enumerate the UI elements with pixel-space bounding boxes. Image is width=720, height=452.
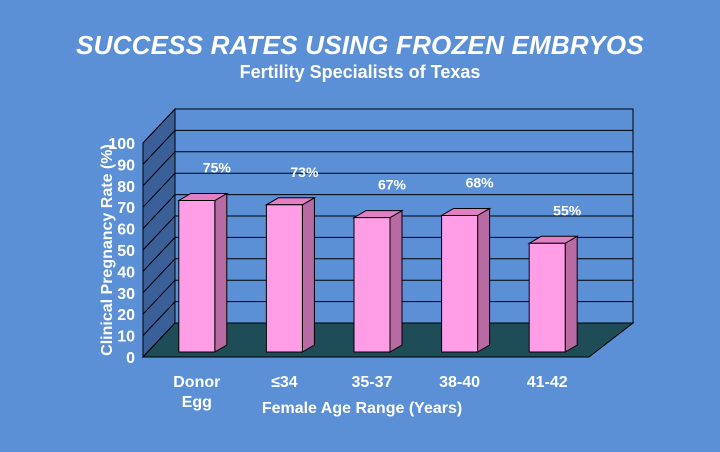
gridline (142, 172, 633, 208)
bar-side (564, 235, 578, 353)
y-tick-label: 10 (117, 329, 135, 346)
gridline (142, 108, 633, 144)
data-label: 67% (378, 177, 407, 193)
bar (441, 214, 479, 353)
x-tick-label: 38-40 (439, 374, 480, 391)
y-tick-label: 80 (117, 179, 135, 196)
gridline (142, 194, 633, 229)
x-tick-label: ≤34 (271, 374, 298, 391)
x-tick-label: 35-37 (352, 374, 393, 391)
data-label: 75% (203, 160, 232, 176)
bar (265, 204, 303, 353)
y-axis-label: Clinical Pregnancy Rate (%) (99, 144, 116, 356)
chart-title: SUCCESS RATES USING FROZEN EMBRYOS (76, 30, 644, 60)
y-tick-label: 60 (117, 222, 135, 239)
data-label: 73% (290, 164, 319, 180)
y-tick-label: 30 (117, 286, 135, 303)
y-tick-label: 90 (117, 157, 135, 174)
x-tick-label: Egg (182, 394, 212, 411)
gridline (142, 129, 633, 165)
x-axis-label: Female Age Range (Years) (262, 400, 462, 417)
y-tick-label: 50 (117, 243, 135, 260)
y-tick-label: 40 (117, 264, 135, 281)
gridline (142, 151, 633, 187)
bar-side (301, 196, 315, 353)
data-label: 68% (466, 174, 495, 190)
data-label: 55% (553, 202, 582, 218)
y-tick-label: 70 (117, 200, 135, 217)
bar-side (389, 209, 403, 353)
y-tick-label: 20 (117, 307, 135, 324)
x-tick-label: Donor (173, 374, 220, 391)
bar-side (477, 207, 491, 353)
x-tick-label: 41-42 (527, 374, 568, 391)
chart-subtitle: Fertility Specialists of Texas (239, 62, 481, 82)
bar (353, 217, 391, 353)
bar (178, 200, 216, 353)
bar (528, 242, 566, 353)
y-tick-label: 0 (126, 350, 135, 367)
bar-side (214, 192, 228, 353)
y-tick-label: 100 (108, 136, 135, 153)
